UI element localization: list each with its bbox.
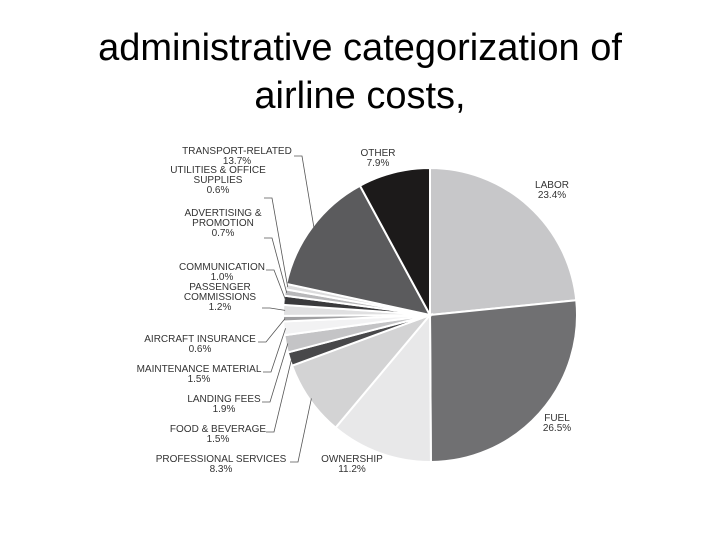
leader-line xyxy=(263,328,286,373)
leader-line xyxy=(290,398,312,463)
slice-label: OTHER 7.9% xyxy=(361,148,396,169)
slice-label-name: COMMISSIONS xyxy=(184,292,257,303)
slice-label-name: UTILITIES & OFFICE xyxy=(170,165,266,176)
slice-label-name: ADVERTISING & xyxy=(184,208,261,219)
slice-label: PROFESSIONAL SERVICES 8.3% xyxy=(156,454,287,475)
slice-label-name: AIRCRAFT INSURANCE xyxy=(144,334,256,345)
pie-slice-labor xyxy=(429,166,578,317)
slice-label-name: OWNERSHIP xyxy=(321,454,383,465)
slice-labels: LABOR 23.4% FUEL 26.5% OWNERSHIP 11.2% PROFESS… xyxy=(137,146,572,475)
slide-title: administrative categorization of airline… xyxy=(0,24,720,120)
slice-label: ADVERTISING & PROMOTION 0.7% xyxy=(184,208,261,239)
slice-label-value: 8.3% xyxy=(210,464,233,475)
slice-label-value: 0.7% xyxy=(212,228,235,239)
slice-label-value: 1.5% xyxy=(188,374,211,385)
slice-label-name: PROFESSIONAL SERVICES xyxy=(156,454,287,465)
slice-label-value: 0.6% xyxy=(207,185,230,196)
slice-label-value: 1.5% xyxy=(207,434,230,445)
slice-label-name: LABOR xyxy=(535,180,569,191)
slice-label-name: FUEL xyxy=(544,413,570,424)
slice-label-value: 13.7% xyxy=(223,156,251,167)
pie-slice-other xyxy=(358,166,431,316)
leader-line xyxy=(258,318,286,343)
slice-label-name: LANDING FEES xyxy=(187,394,261,405)
slice-label: OWNERSHIP 11.2% xyxy=(321,454,383,475)
slice-label: LANDING FEES 1.9% xyxy=(187,394,261,415)
slice-label: UTILITIES & OFFICE SUPPLIES 0.6% xyxy=(170,165,266,196)
slice-label: MAINTENANCE MATERIAL 1.5% xyxy=(137,364,262,385)
leader-line xyxy=(264,237,288,293)
slice-label: FUEL 26.5% xyxy=(543,413,571,434)
slice-label-value: 7.9% xyxy=(367,158,390,169)
leader-line xyxy=(264,197,289,287)
slice-label: LABOR 23.4% xyxy=(535,180,569,201)
leader-line xyxy=(266,269,287,301)
slice-label-name: SUPPLIES xyxy=(194,175,243,186)
slice-label: TRANSPORT-RELATED 13.7% xyxy=(182,146,292,167)
slice-label-value: 11.2% xyxy=(338,464,366,475)
slice-label-value: 1.9% xyxy=(213,404,236,415)
slice-label-name: FOOD & BEVERAGE xyxy=(170,424,266,435)
slice-label-value: 23.4% xyxy=(538,190,566,201)
slice-label: PASSENGER COMMISSIONS 1.2% xyxy=(184,282,257,313)
slide-title-line-2: airline costs, xyxy=(254,75,466,117)
leader-line xyxy=(266,358,293,433)
slice-label-value: 1.0% xyxy=(211,272,234,283)
slice-label: AIRCRAFT INSURANCE 0.6% xyxy=(144,334,256,355)
slice-label-name: PASSENGER xyxy=(189,282,251,293)
slice-label: FOOD & BEVERAGE 1.5% xyxy=(170,424,266,445)
slice-label-value: 1.2% xyxy=(209,302,232,313)
slice-label-name: COMMUNICATION xyxy=(179,262,265,273)
pie-slice-fuel xyxy=(428,299,578,464)
leader-line xyxy=(262,343,289,403)
slice-label-value: 0.6% xyxy=(189,344,212,355)
slice-label-name: PROMOTION xyxy=(192,218,254,229)
pie-slice-ownership xyxy=(334,312,432,464)
pie-slice-transport-related xyxy=(285,184,432,317)
pie-slices xyxy=(281,166,578,464)
leader-lines xyxy=(258,155,315,463)
slide-title-line-1: administrative categorization of xyxy=(98,27,622,69)
leader-line xyxy=(294,155,315,228)
slice-label-name: TRANSPORT-RELATED xyxy=(182,146,292,157)
leader-line xyxy=(262,307,286,311)
slice-label-name: MAINTENANCE MATERIAL xyxy=(137,364,262,375)
slice-label: COMMUNICATION 1.0% xyxy=(179,262,265,283)
slice-label-name: OTHER xyxy=(361,148,396,159)
slice-label-value: 26.5% xyxy=(543,423,571,434)
